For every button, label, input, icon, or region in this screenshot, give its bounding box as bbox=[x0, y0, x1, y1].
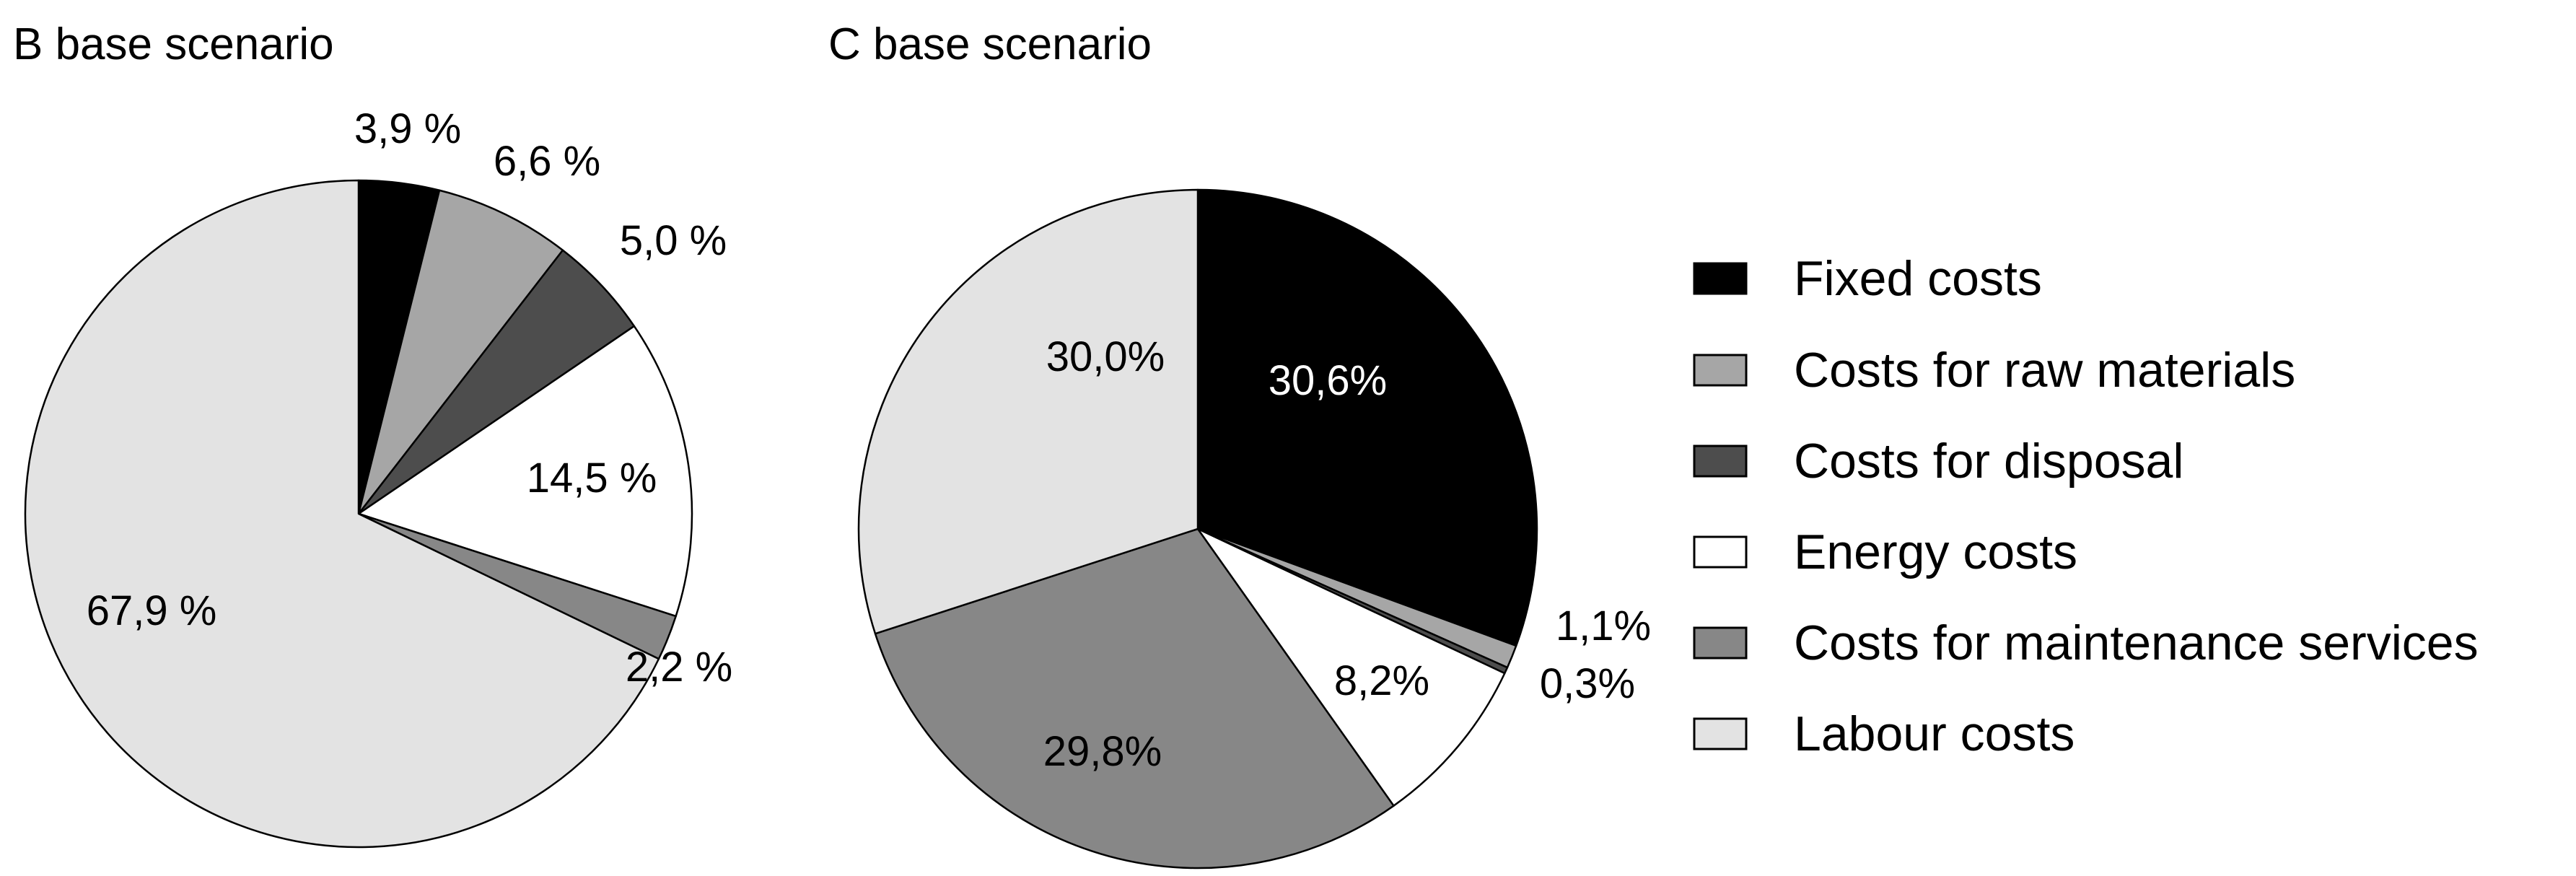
legend-item-disposal: Costs for disposal bbox=[1693, 434, 2183, 489]
legend-swatch bbox=[1693, 535, 1748, 569]
legend-swatch bbox=[1693, 444, 1748, 478]
legend-label: Fixed costs bbox=[1794, 251, 2042, 306]
legend-label: Costs for raw materials bbox=[1794, 343, 2295, 398]
legend-item-raw-materials: Costs for raw materials bbox=[1693, 343, 2295, 398]
data-label-disposal: 5,0 % bbox=[620, 217, 727, 264]
legend: Fixed costs Costs for raw materials Cost… bbox=[1693, 251, 2479, 761]
pie-slice-fixed-costs bbox=[1196, 188, 1538, 647]
data-label-labour-costs: 67,9 % bbox=[87, 587, 217, 634]
pie-chart-c: C base scenario 30,6%1,1%0,3%8,2%29,8%30… bbox=[828, 19, 1651, 870]
data-label-energy-costs: 14,5 % bbox=[527, 455, 657, 501]
legend-label: Costs for disposal bbox=[1794, 434, 2183, 489]
pie-slice-energy-costs bbox=[357, 325, 693, 618]
pie-slice-disposal bbox=[357, 249, 636, 515]
pie-slice-maintenance bbox=[874, 527, 1395, 870]
legend-label: Costs for maintenance services bbox=[1794, 616, 2479, 670]
legend-swatch bbox=[1693, 354, 1748, 387]
pie-c-labels: 30,6% 1,1% 0,3% 8,2% 29,8% 30,0% bbox=[1043, 333, 1651, 775]
legend-label: Energy costs bbox=[1794, 525, 2077, 579]
pie-slice-energy-costs bbox=[1196, 527, 1506, 807]
legend-item-labour-costs: Labour costs bbox=[1693, 706, 2075, 761]
pie-slice-labour-costs bbox=[24, 179, 660, 849]
legend-item-maintenance: Costs for maintenance services bbox=[1693, 616, 2479, 670]
data-label-maintenance: 29,8% bbox=[1043, 728, 1162, 775]
legend-item-fixed-costs: Fixed costs bbox=[1693, 251, 2042, 306]
data-label-raw-materials: 6,6 % bbox=[494, 138, 600, 185]
data-label-fixed-costs: 3,9 % bbox=[354, 105, 461, 152]
chart-title-c: C base scenario bbox=[828, 19, 1152, 69]
legend-label: Labour costs bbox=[1794, 706, 2075, 761]
legend-swatch bbox=[1693, 262, 1748, 295]
pie-slice-labour-costs bbox=[857, 188, 1199, 635]
data-label-fixed-costs: 30,6% bbox=[1269, 357, 1387, 404]
data-label-raw-materials: 1,1% bbox=[1556, 603, 1651, 649]
legend-swatch bbox=[1693, 717, 1748, 750]
data-label-disposal: 0,3% bbox=[1540, 660, 1635, 707]
legend-item-energy-costs: Energy costs bbox=[1693, 525, 2077, 579]
data-label-labour-costs: 30,0% bbox=[1046, 333, 1165, 380]
pie-b-labels: 3,9 % 6,6 % 5,0 % 14,5 % 2,2 % 67,9 % bbox=[87, 105, 732, 691]
data-label-maintenance: 2,2 % bbox=[626, 644, 732, 691]
legend-swatch bbox=[1693, 626, 1748, 660]
data-label-energy-costs: 8,2% bbox=[1334, 657, 1429, 704]
chart-title-b: B base scenario bbox=[13, 19, 334, 69]
pie-b-slices bbox=[24, 179, 693, 849]
pie-slice-raw-materials bbox=[357, 189, 564, 515]
pie-chart-b: B base scenario 3,9 % 6,6 % 5,0 % 14,5 % 2,2… bbox=[13, 19, 732, 849]
pie-c-slices bbox=[857, 188, 1538, 870]
